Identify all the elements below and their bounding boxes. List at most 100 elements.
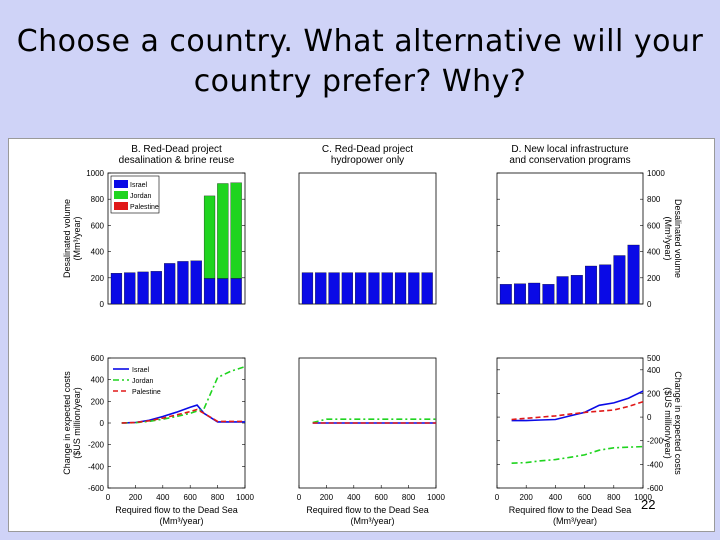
legend-swatch-palestine: [114, 202, 128, 210]
x-tick-label: 1000: [236, 493, 254, 502]
x-axis-label: Required flow to the Dead Sea: [306, 505, 429, 515]
bar-jordan-B-top: [217, 183, 229, 279]
y-tick-label: 1000: [86, 169, 104, 178]
series-line-palestine-D-bottom: [511, 400, 644, 421]
x-tick-label: 1000: [427, 493, 445, 502]
y-tick-label: 200: [647, 389, 661, 398]
x-axis-label: Required flow to the Dead Sea: [115, 505, 238, 515]
bar-israel-B-top: [124, 272, 136, 305]
y-axis-label-line: Change in expected costs: [673, 371, 683, 475]
bar-israel-C-top: [421, 272, 433, 305]
y-axis-label-line: Change in expected costs: [62, 371, 72, 475]
series-line-jordan-D-bottom: [511, 445, 644, 464]
bar-israel-D-top: [613, 255, 626, 305]
y-axis-label: Change in expected costs($US million/yea…: [663, 371, 683, 475]
legend-swatch-israel: [114, 180, 128, 188]
x-tick-label: 800: [211, 493, 225, 502]
x-axis-label: Required flow to the Dead Sea: [509, 505, 632, 515]
x-tick-label: 200: [520, 493, 534, 502]
y-tick-label: 600: [647, 221, 661, 230]
y-axis-label: Change in expected costs($US million/yea…: [62, 371, 82, 475]
x-axis-units: (Mm³/year): [553, 516, 597, 526]
x-tick-label: 1000: [634, 493, 652, 502]
bar-jordan-B-top: [230, 182, 242, 279]
legend-label-palestine: Palestine: [130, 204, 159, 211]
bar-israel-D-top: [499, 284, 512, 305]
series-line-israel-D-bottom: [511, 390, 644, 422]
x-tick-label: 400: [549, 493, 563, 502]
panel-title-C-top: hydropower only: [331, 155, 404, 166]
bar-israel-D-top: [528, 282, 541, 305]
x-tick-label: 0: [106, 493, 111, 502]
bar-israel-D-top: [585, 265, 597, 305]
bar-israel-D-top: [570, 275, 583, 305]
bar-israel-C-top: [301, 272, 314, 305]
bar-israel-C-top: [394, 272, 407, 305]
y-axis-label: Desalinated volume(Mm³/year): [62, 199, 82, 278]
bar-israel-D-top: [599, 264, 612, 305]
panel-title-B-top: desalination & brine reuse: [119, 155, 235, 166]
bar-jordan-B-top: [203, 195, 216, 279]
legend-label-jordan: Jordan: [132, 378, 154, 385]
axes-box-C-top: [298, 172, 437, 305]
y-tick-label: 200: [91, 397, 105, 406]
series-line-jordan-C-bottom: [312, 418, 436, 424]
bar-israel-B-top: [203, 278, 216, 305]
y-tick-label: 400: [647, 248, 661, 257]
axes-box-D-top: [496, 172, 644, 305]
y-tick-label: 1000: [647, 169, 665, 178]
bar-israel-C-top: [408, 272, 420, 305]
y-tick-label: 200: [647, 274, 661, 283]
x-tick-label: 600: [578, 493, 592, 502]
figure-panel: B. Red-Dead project desalination & brine …: [8, 138, 715, 532]
axes-box-B-top: [107, 172, 246, 305]
x-tick-label: 400: [156, 493, 170, 502]
x-tick-label: 600: [184, 493, 198, 502]
x-tick-label: 800: [607, 493, 621, 502]
page-number: 22: [641, 497, 656, 512]
bar-israel-B-top: [230, 278, 242, 305]
y-tick-label: 200: [91, 274, 105, 283]
y-tick-label: 0: [647, 413, 652, 422]
bar-israel-B-top: [137, 271, 149, 305]
bar-israel-C-top: [355, 272, 367, 305]
y-tick-label: 500: [647, 354, 661, 363]
y-tick-label: 400: [647, 366, 661, 375]
bar-israel-B-top: [190, 260, 202, 305]
bar-israel-D-top: [627, 244, 640, 305]
y-tick-label: -400: [647, 460, 664, 469]
y-tick-label: 0: [100, 419, 105, 428]
bar-israel-C-top: [381, 272, 393, 305]
series-line-palestine-B-bottom: [121, 408, 245, 424]
y-axis-label-line: Desalinated volume: [62, 199, 72, 278]
legend-label-palestine: Palestine: [132, 389, 161, 396]
legend-swatch-jordan: [114, 191, 128, 199]
y-tick-label: -200: [647, 437, 664, 446]
series-line-israel-B-bottom: [121, 404, 245, 424]
y-tick-label: 400: [91, 248, 105, 257]
bar-israel-D-top: [542, 284, 555, 305]
bar-israel-D-top: [556, 276, 569, 305]
y-tick-label: 600: [91, 221, 105, 230]
y-tick-label: 800: [91, 195, 105, 204]
slide-title-line-2: country prefer? Why?: [193, 64, 527, 99]
y-axis-label-line: ($US million/year): [663, 387, 673, 459]
panel-title-C-top: C. Red-Dead project: [322, 144, 413, 155]
y-axis-label-line: Desalinated volume: [673, 199, 683, 278]
panel-title-D-top: and conservation programs: [509, 155, 630, 166]
x-axis-units: (Mm³/year): [351, 516, 395, 526]
y-axis-label-line: (Mm³/year): [663, 217, 673, 261]
y-tick-label: 0: [100, 300, 105, 309]
bar-israel-B-top: [217, 278, 229, 305]
x-tick-label: 0: [495, 493, 500, 502]
bar-israel-C-top: [368, 272, 380, 305]
y-tick-label: -600: [647, 484, 664, 493]
bar-israel-C-top: [341, 272, 353, 305]
y-axis-label-line: ($US million/year): [72, 387, 82, 459]
y-tick-label: -400: [88, 462, 105, 471]
bar-israel-B-top: [110, 273, 123, 305]
bar-israel-C-top: [328, 272, 340, 305]
panel-title-B-top: B. Red-Dead project: [131, 144, 222, 155]
legend-label-israel: Israel: [130, 182, 148, 189]
